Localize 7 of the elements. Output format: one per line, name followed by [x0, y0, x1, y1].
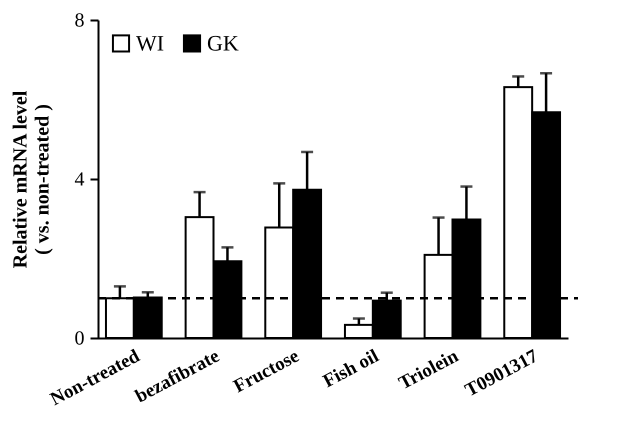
legend-label: GK — [207, 30, 239, 56]
legend-label: WI — [136, 30, 164, 56]
y-tick-label: 4 — [74, 168, 84, 190]
y-axis-title: Relative mRNA level ( vs. non-treated ) — [10, 90, 54, 268]
y-tick-label: 8 — [74, 10, 84, 32]
y-tick-label: 0 — [74, 328, 84, 350]
x-tick-label: Fish oil — [320, 346, 382, 392]
